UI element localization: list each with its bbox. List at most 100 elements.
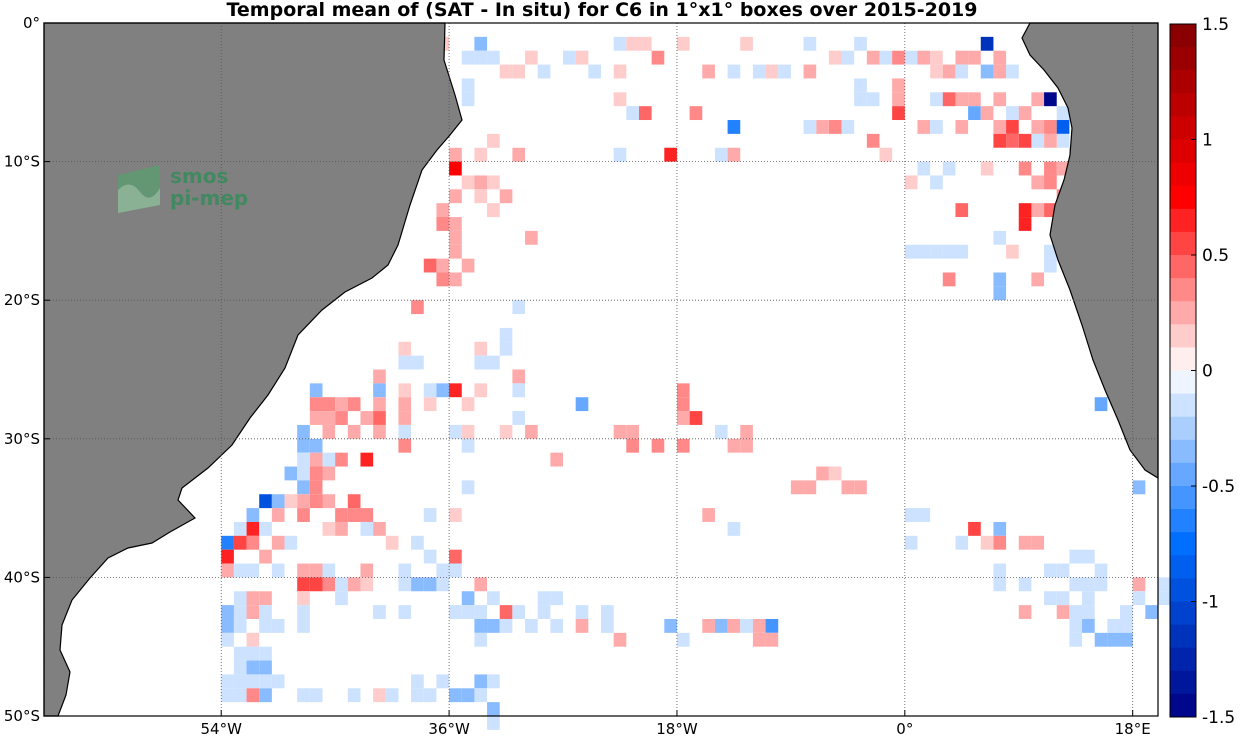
data-cell: [411, 674, 424, 689]
data-cell: [676, 383, 690, 398]
data-cell: [968, 50, 981, 65]
data-cell: [1006, 244, 1019, 259]
data-cell: [246, 521, 260, 536]
data-cell: [866, 133, 880, 148]
colorbar-segment: [1170, 462, 1196, 487]
africa-land: [1021, 22, 1159, 480]
data-cell: [322, 521, 336, 536]
data-cell: [879, 50, 893, 65]
data-cell: [1069, 549, 1083, 564]
data-cell: [461, 438, 475, 453]
data-cell: [335, 452, 348, 467]
data-cell: [233, 521, 247, 536]
x-axis-ticks: 54°W 36°W 18°W 0° 18°E: [201, 710, 1151, 738]
data-cell: [487, 50, 500, 65]
data-cell: [1082, 618, 1095, 633]
data-cell: [347, 688, 361, 703]
data-cell: [702, 508, 715, 522]
data-cell: [993, 535, 1007, 550]
colorbar-segment: [1170, 162, 1196, 187]
colorbar-segment: [1170, 370, 1196, 395]
colorbar-segment: [1170, 532, 1196, 556]
colorbar-tick-label: 1.5: [1202, 15, 1229, 35]
data-cell: [752, 632, 766, 647]
data-cell: [993, 64, 1007, 79]
data-cell: [246, 563, 260, 578]
data-cell: [246, 660, 260, 675]
smos-pi-mep-logo: smos pi-mep: [118, 164, 248, 213]
data-cell: [474, 674, 488, 689]
data-cell: [347, 577, 361, 592]
data-cell: [297, 577, 310, 592]
y-tick-label: 30°S: [4, 430, 40, 448]
data-cell: [968, 92, 981, 107]
data-cell: [449, 383, 462, 398]
colorbar-segment: [1170, 24, 1196, 48]
data-cell: [487, 355, 500, 370]
data-cell: [360, 508, 374, 522]
data-cell: [373, 605, 386, 619]
data-cell: [449, 272, 462, 287]
data-cell: [246, 674, 260, 689]
data-cell: [360, 411, 374, 425]
data-cell: [1056, 106, 1070, 121]
data-cell: [398, 605, 412, 619]
logo-line2: pi-mep: [170, 186, 248, 210]
data-cell: [487, 674, 500, 689]
data-cell: [373, 424, 386, 439]
data-cell: [1044, 591, 1057, 606]
data-cell: [1031, 133, 1045, 148]
data-cell: [322, 563, 336, 578]
data-cell: [512, 64, 526, 79]
y-tick-label: 0°: [23, 14, 40, 32]
data-cell: [892, 50, 905, 65]
data-cell: [740, 36, 753, 51]
data-cell: [955, 244, 969, 259]
data-cell: [449, 508, 462, 522]
data-cell: [917, 161, 931, 176]
data-cell: [233, 563, 247, 578]
colorbar-tick-label: -1.5: [1202, 708, 1235, 728]
data-cell: [221, 632, 234, 647]
data-cell: [499, 189, 513, 204]
data-cell: [411, 355, 424, 370]
colorbar-tick-label: 0.5: [1202, 246, 1229, 266]
data-cell: [271, 618, 285, 633]
data-cell: [411, 535, 424, 550]
data-cell: [221, 535, 234, 550]
data-cell: [474, 355, 488, 370]
data-cell: [930, 50, 943, 65]
data-cell: [423, 577, 437, 592]
data-cell: [613, 36, 627, 51]
data-cell: [1069, 632, 1083, 647]
data-cell: [917, 50, 931, 65]
data-cell: [373, 688, 386, 703]
data-cell: [309, 397, 323, 412]
colorbar-segment: [1170, 347, 1196, 371]
data-cell: [309, 452, 323, 467]
data-cell: [335, 591, 348, 606]
data-cell: [461, 688, 475, 703]
colorbar-segment: [1170, 601, 1196, 626]
data-cell: [980, 64, 994, 79]
map-border: [43, 22, 1159, 717]
data-cell: [803, 480, 817, 495]
data-cell: [474, 175, 488, 190]
data-cell: [993, 120, 1007, 134]
data-cell: [398, 577, 412, 592]
data-cell: [1132, 480, 1146, 495]
data-cell: [892, 92, 905, 107]
data-cell: [765, 618, 779, 633]
data-cell: [1006, 64, 1019, 79]
data-cell: [613, 92, 627, 107]
data-cell: [942, 92, 956, 107]
data-cell: [1018, 577, 1032, 592]
data-cell: [993, 133, 1007, 148]
data-cell: [297, 480, 310, 495]
data-cell: [246, 508, 260, 522]
data-cell: [1018, 161, 1032, 176]
data-cell: [1044, 563, 1057, 578]
data-cell: [322, 494, 336, 509]
data-cell: [335, 508, 348, 522]
data-cell: [284, 494, 298, 509]
